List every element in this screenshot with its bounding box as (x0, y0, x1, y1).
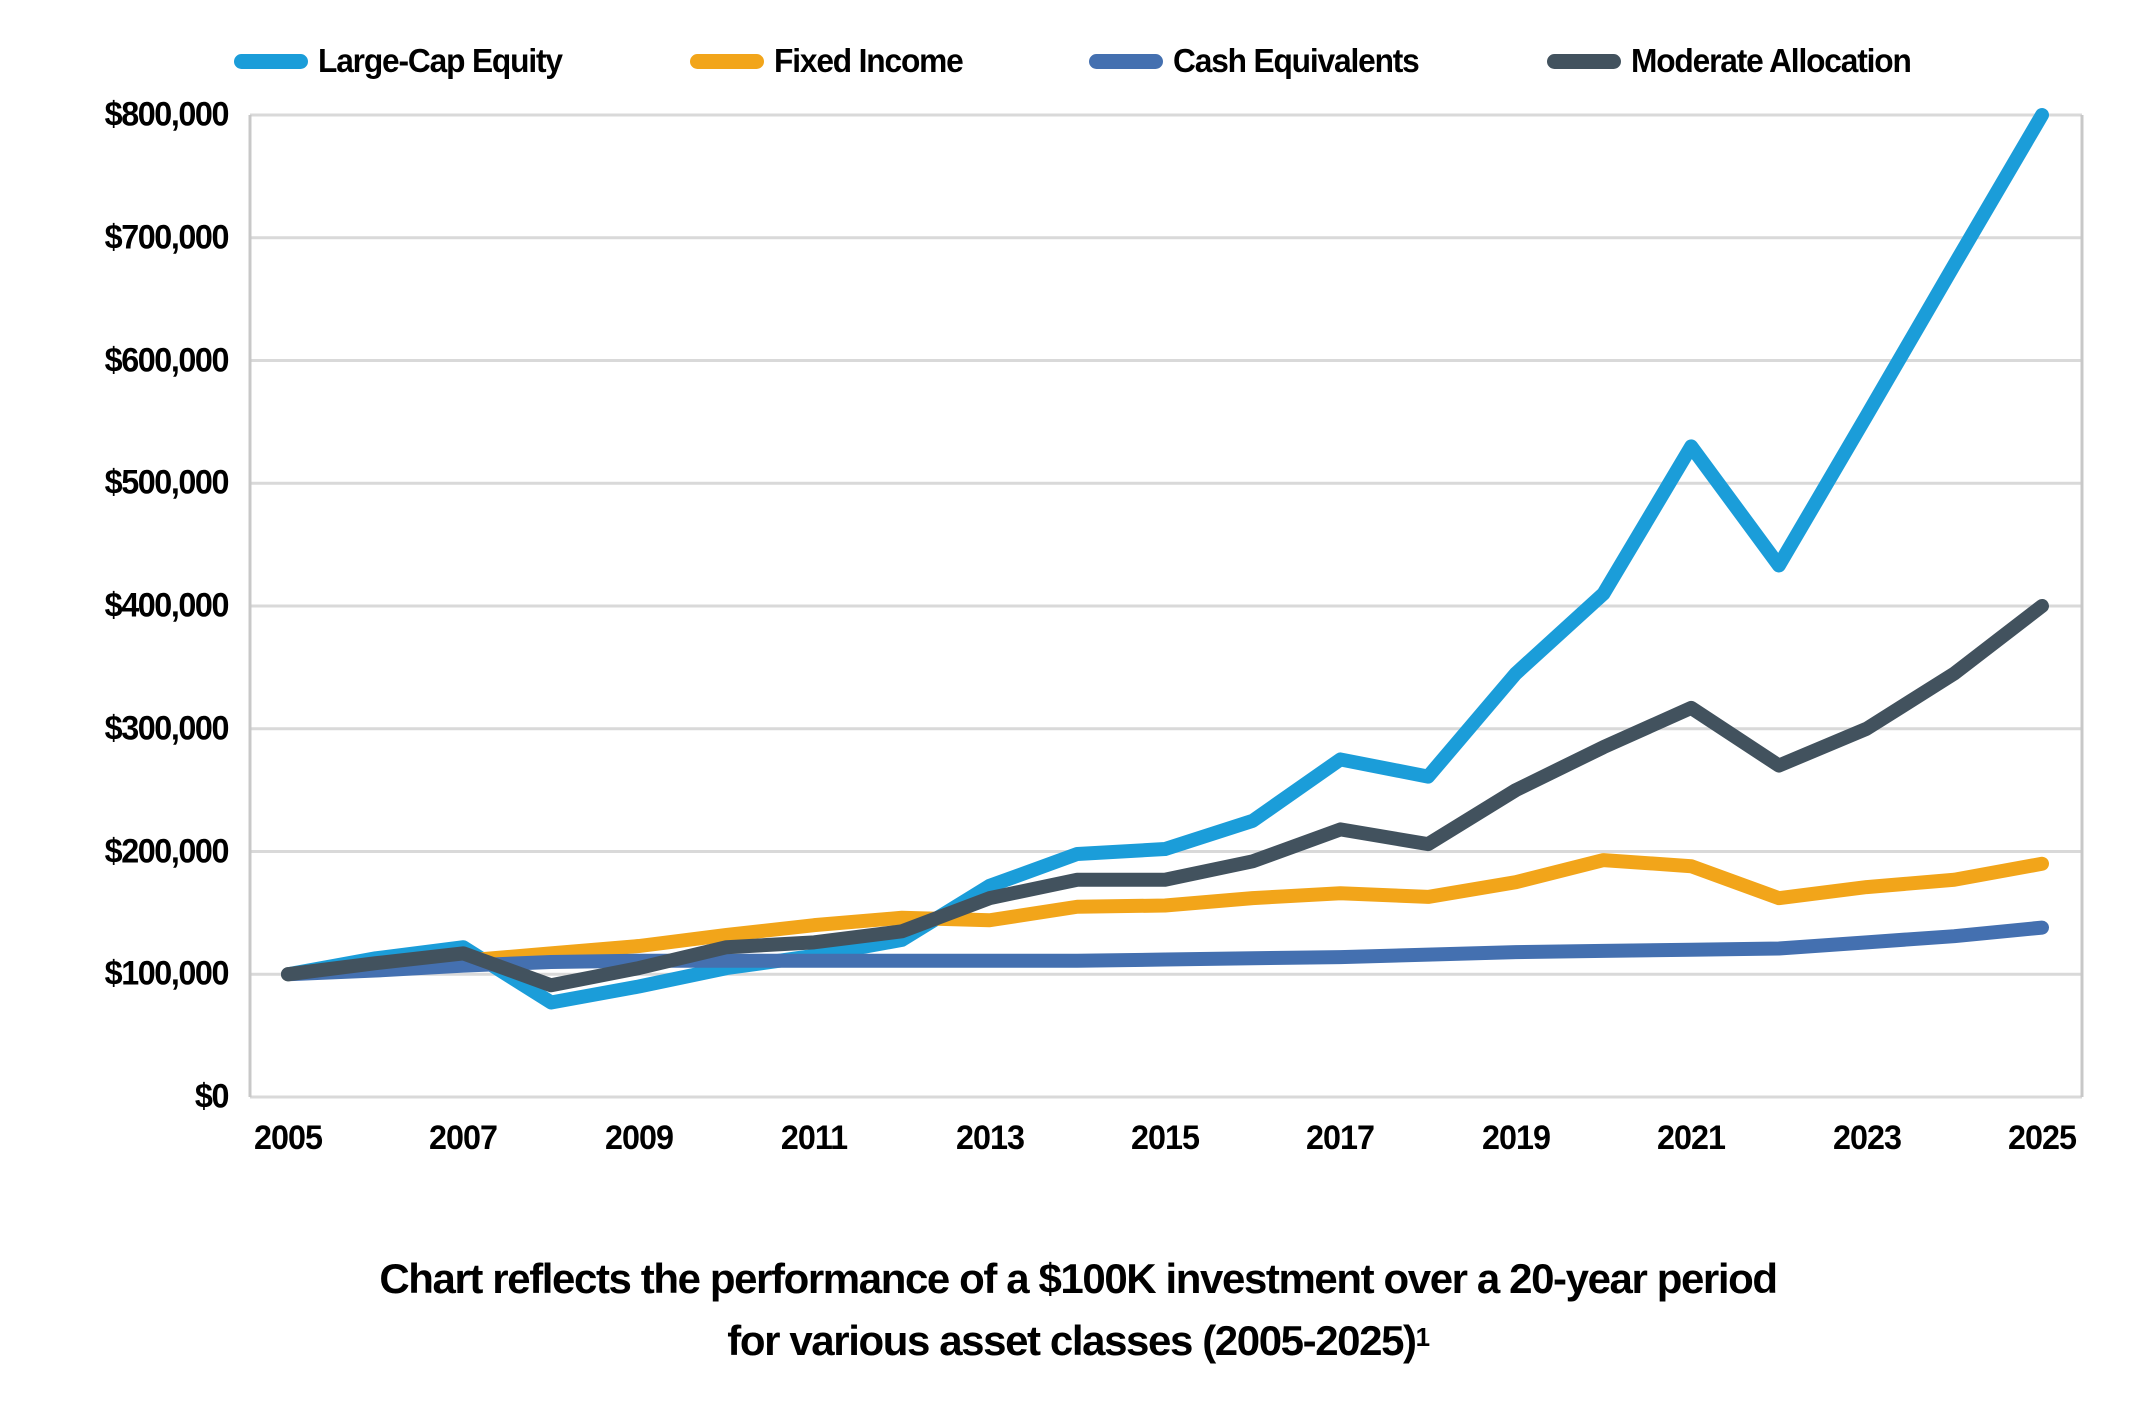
legend-item-cash-equivalents: Cash Equivalents (1088, 42, 1429, 80)
legend-label: Large-Cap Equity (318, 42, 563, 79)
series-line-moderate-allocation (281, 599, 2049, 993)
caption-footnote-marker: 1 (1415, 1322, 1430, 1352)
x-tick-label: 2017 (1306, 1119, 1375, 1157)
y-tick-label: $0 (194, 1077, 230, 1116)
y-tick-label: $800,000 (104, 95, 230, 134)
series-line-cash-equivalents (281, 920, 2049, 982)
caption-line-2: for various asset classes (2005-2025) (727, 1317, 1417, 1364)
y-tick-label: $100,000 (104, 954, 230, 993)
legend-label: Cash Equivalents (1172, 42, 1420, 79)
legend-swatch-icon (1088, 53, 1163, 69)
legend-swatch-icon (1546, 53, 1621, 69)
x-tick-label: 2021 (1657, 1119, 1726, 1157)
x-tick-label: 2013 (955, 1119, 1025, 1157)
caption-line-1: Chart reflects the performance of a $100… (379, 1255, 1778, 1302)
x-tick-label: 2007 (429, 1119, 498, 1157)
chart-legend: Large-Cap Equity Fixed Income Cash Equival… (0, 38, 2156, 84)
x-tick-label: 2009 (604, 1119, 674, 1157)
y-tick-label: $300,000 (104, 709, 230, 748)
y-tick-label: $400,000 (104, 586, 230, 625)
legend-label: Moderate Allocation (1630, 42, 1912, 79)
x-tick-label: 2005 (253, 1119, 323, 1157)
chart-caption: Chart reflects the performance of a $100… (0, 1248, 2156, 1372)
x-tick-label: 2015 (1130, 1119, 1200, 1157)
series-line-fixed-income (281, 853, 2049, 982)
y-tick-label: $200,000 (104, 832, 230, 870)
legend-label: Fixed Income (774, 42, 964, 79)
y-tick-label: $500,000 (104, 463, 230, 502)
legend-swatch-icon (690, 53, 765, 69)
legend-swatch-icon (234, 53, 309, 69)
series-line-large-cap-equity (281, 108, 2049, 1010)
x-tick-label: 2023 (1832, 1119, 1902, 1157)
y-tick-label: $700,000 (104, 218, 230, 257)
legend-item-fixed-income: Fixed Income (690, 42, 971, 80)
legend-item-moderate-allocation: Moderate Allocation (1546, 42, 1922, 80)
x-tick-label: 2011 (781, 1119, 848, 1157)
x-tick-label: 2019 (1481, 1119, 1551, 1157)
x-tick-label: 2025 (2007, 1119, 2077, 1157)
legend-item-large-cap-equity: Large-Cap Equity (234, 42, 572, 80)
y-tick-label: $600,000 (104, 341, 230, 379)
